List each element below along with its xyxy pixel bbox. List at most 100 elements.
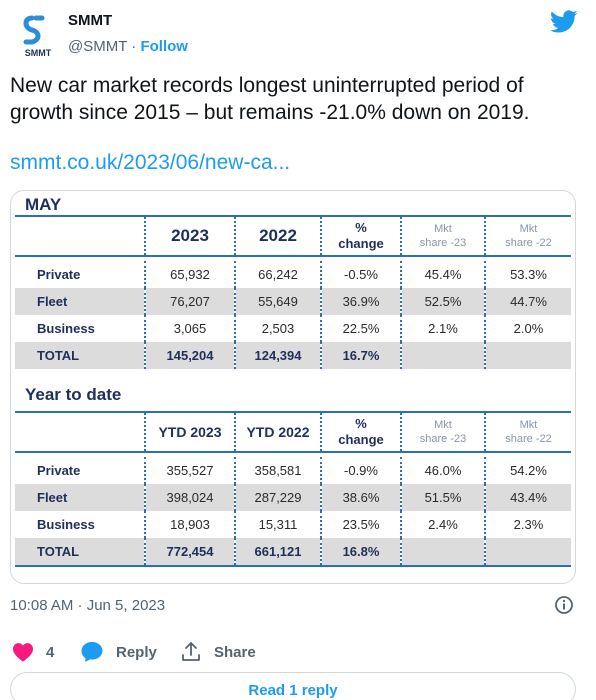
row-label: Business (15, 511, 146, 538)
cell-share-22: 2.0% (513, 321, 544, 336)
cell-share-23: 2.1% (401, 315, 486, 342)
cell-share-22: 53.3% (510, 267, 547, 282)
cell-ytd-2023: 18,903 (145, 511, 236, 538)
reply-label: Reply (116, 643, 157, 661)
row-label: Private (15, 261, 146, 288)
header-empty (15, 413, 146, 451)
ytd-bottom-divider (15, 565, 571, 567)
tweet-link[interactable]: smmt.co.uk/2023/06/new-ca... (10, 151, 291, 174)
header-col-share-23: Mkt share -23 (401, 217, 486, 255)
header-share-22: share -22 (505, 237, 552, 249)
like-button[interactable]: 4 (12, 640, 54, 664)
cell-2022: 124,394 (235, 342, 322, 369)
may-section-title: MAY (25, 195, 62, 214)
author-handle-line: @SMMT · Follow (68, 38, 188, 55)
header-share-22: share -22 (505, 433, 552, 445)
header-share-23: share -23 (419, 237, 467, 249)
row-label: TOTAL (15, 538, 146, 565)
cell-change: -0.5% (321, 261, 402, 288)
ytd-header-divider (15, 451, 571, 453)
cell-ytd-2022: 661,121 (235, 538, 322, 565)
row-label: Business (15, 315, 146, 342)
header-mkt: Mkt (519, 419, 538, 431)
cell-ytd-2023: 355,527 (145, 457, 236, 484)
table-row: Business 18,903 15,311 23.5% 2.4% 2.3% (15, 511, 571, 538)
twitter-bird-icon[interactable] (549, 10, 578, 34)
header-change: change (338, 432, 384, 447)
share-button[interactable]: Share (180, 640, 256, 664)
header-mkt: Mkt (434, 223, 452, 235)
reply-bubble-icon (81, 642, 103, 662)
header-col-share-22: Mkt share -22 (485, 217, 571, 255)
logo-text: SMMT (25, 48, 52, 58)
smmt-logo[interactable]: SMMT (18, 14, 58, 58)
reply-button[interactable]: Reply (80, 640, 157, 664)
row-label: Fleet (15, 484, 146, 511)
cell-share-22: 54.2% (510, 463, 547, 478)
tweet-media-image[interactable]: MAY 2023 2022 % change Mkt share -23 Mkt sh… (10, 190, 576, 584)
cell-ytd-2022: 15,311 (235, 511, 322, 538)
cell-2023: 65,932 (145, 261, 236, 288)
may-header-divider (15, 255, 571, 257)
like-count: 4 (46, 643, 55, 661)
cell-share-22: 43.4% (485, 484, 571, 511)
cell-share-22 (485, 342, 571, 369)
ytd-table: YTD 2023 YTD 2022 % change Mkt share -23 M… (15, 413, 571, 567)
header-change: change (338, 236, 384, 251)
may-table: 2023 2022 % change Mkt share -23 Mkt share … (15, 217, 571, 369)
cell-2023: 76,207 (145, 288, 236, 315)
author-handle[interactable]: @SMMT (68, 38, 128, 55)
ytd-divider (15, 411, 571, 413)
cell-share-22 (485, 538, 571, 565)
header-col-change: % change (321, 217, 402, 255)
table-row: Private 355,527 358,581 -0.9% 46.0% 54.2… (15, 457, 571, 484)
cell-ytd-2022: 358,581 (235, 457, 322, 484)
row-label: Fleet (15, 288, 146, 315)
row-label: TOTAL (15, 342, 146, 369)
cell-ytd-2023: 772,454 (145, 538, 236, 565)
header-share-23: share -23 (419, 433, 467, 445)
tweet-text: New car market records longest uninterru… (10, 74, 530, 124)
table-row: Business 3,065 2,503 22.5% 2.1% 2.0% (15, 315, 571, 342)
header-mkt: Mkt (519, 223, 538, 235)
info-icon[interactable] (554, 595, 574, 615)
tweet-header: SMMT SMMT @SMMT · Follow (14, 8, 584, 64)
table-row: Fleet 398,024 287,229 38.6% 51.5% 43.4% (15, 484, 571, 511)
table-total-row: TOTAL 772,454 661,121 16.8% (15, 538, 571, 565)
tweet-timestamp[interactable]: 10:08 AM · Jun 5, 2023 (10, 597, 166, 614)
cell-change: 23.5% (321, 511, 402, 538)
table-header-row: 2023 2022 % change Mkt share -23 Mkt share … (15, 217, 571, 255)
share-label: Share (214, 643, 256, 661)
cell-share-23: 51.5% (401, 484, 486, 511)
header-col-ytd-2023: YTD 2023 (145, 413, 236, 451)
header-empty (15, 217, 146, 255)
table-header-row: YTD 2023 YTD 2022 % change Mkt share -23 M… (15, 413, 571, 451)
tweet-actions: 4 Reply Share (10, 640, 586, 664)
header-mkt: Mkt (434, 419, 452, 431)
cell-change: 16.7% (321, 342, 402, 369)
cell-2022: 55,649 (235, 288, 322, 315)
table-row: Fleet 76,207 55,649 36.9% 52.5% 44.7% (15, 288, 571, 315)
cell-share-22: 2.3% (513, 517, 544, 532)
cell-share-22: 44.7% (485, 288, 571, 315)
may-divider (15, 215, 571, 217)
cell-share-23 (401, 538, 486, 565)
share-icon (182, 642, 200, 661)
cell-2023: 3,065 (145, 315, 236, 342)
cell-ytd-2023: 398,024 (145, 484, 236, 511)
cell-change: -0.9% (321, 457, 402, 484)
follow-button[interactable]: Follow (140, 38, 188, 55)
row-label: Private (15, 457, 146, 484)
cell-share-23: 2.4% (401, 511, 486, 538)
heart-icon (13, 643, 33, 662)
cell-change: 16.8% (321, 538, 402, 565)
cell-share-23: 46.0% (401, 457, 486, 484)
cell-2022: 2,503 (235, 315, 322, 342)
cell-ytd-2022: 287,229 (235, 484, 322, 511)
header-col-2023: 2023 (145, 217, 236, 255)
cell-2022: 66,242 (235, 261, 322, 288)
cell-share-23: 45.4% (401, 261, 486, 288)
author-name[interactable]: SMMT (68, 12, 113, 29)
read-reply-button[interactable]: Read 1 reply (10, 672, 576, 700)
header-col-change: % change (321, 413, 402, 451)
